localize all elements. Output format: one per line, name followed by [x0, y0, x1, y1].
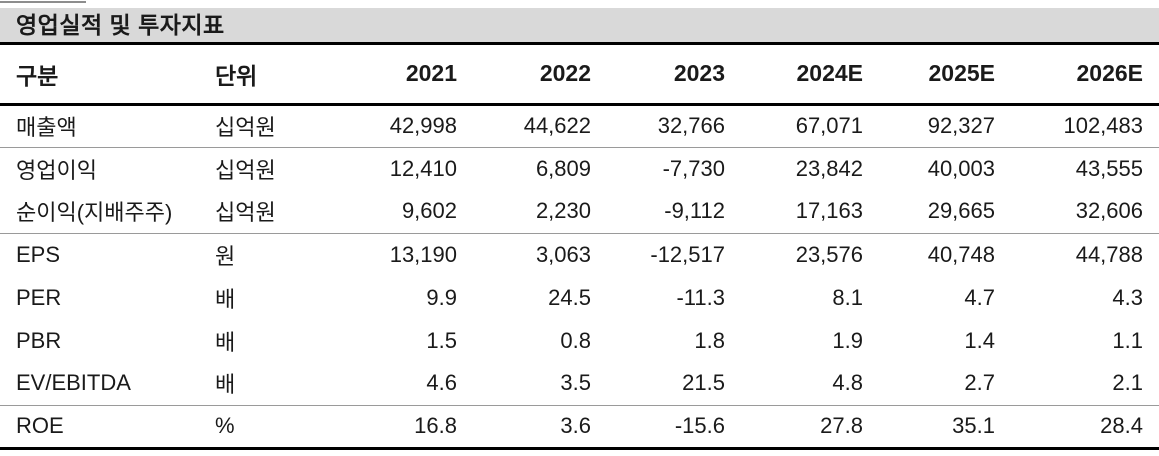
value-cell: 1.4: [964, 327, 995, 353]
value-cell: 40,003: [927, 155, 995, 181]
value-cell: -15.6: [674, 413, 725, 438]
value-cell: 3,063: [535, 241, 591, 267]
value-cell: 4.8: [832, 370, 863, 396]
table-title-bar: 영업실적 및 투자지표: [0, 8, 1159, 45]
unit-cell: 배: [215, 329, 236, 355]
value-cell: 1.5: [426, 327, 457, 353]
table-row-roe: ROE % 16.8 3.6 -15.6 27.8 35.1 28.4: [0, 405, 1159, 448]
row-label: 매출액: [16, 115, 77, 140]
value-cell: 4.3: [1112, 284, 1143, 310]
row-label: EV/EBITDA: [16, 370, 131, 396]
value-cell: 44,788: [1075, 241, 1143, 267]
value-cell: 40,748: [927, 241, 995, 267]
table-row-eps: EPS 원 13,190 3,063 -12,517 23,576 40,748…: [0, 233, 1159, 276]
value-cell: -7,730: [662, 155, 725, 181]
row-label: PBR: [16, 327, 62, 353]
value-cell: 12,410: [389, 155, 457, 181]
unit-cell: 십억원: [215, 200, 276, 226]
value-cell: 4.7: [964, 284, 995, 310]
unit-cell: 십억원: [215, 115, 276, 140]
value-cell: -12,517: [650, 241, 725, 267]
table-row-net-profit: 순이익(지배주주) 십억원 9,602 2,230 -9,112 17,163 …: [0, 190, 1159, 233]
table-row-revenue: 매출액 십억원 42,998 44,622 32,766 67,071 92,3…: [0, 104, 1159, 147]
value-cell: 28.4: [1100, 413, 1143, 438]
value-cell: 9.9: [426, 284, 457, 310]
table-title: 영업실적 및 투자지표: [16, 12, 225, 38]
col-header-category: 구분: [16, 62, 59, 89]
value-cell: 67,071: [795, 113, 863, 138]
value-cell: 102,483: [1063, 113, 1143, 138]
header-row: 구분 단위 2021 2022 2023 2024E 2025E 2026E: [0, 45, 1159, 104]
col-header-2022: 2022: [539, 60, 591, 87]
row-label: 영업이익: [16, 157, 97, 183]
top-left-crop-artifact: [0, 1, 86, 3]
value-cell: 13,190: [389, 241, 457, 267]
unit-cell: 배: [215, 372, 236, 398]
table-row-operating-profit: 영업이익 십억원 12,410 6,809 -7,730 23,842 40,0…: [0, 147, 1159, 190]
value-cell: -11.3: [676, 284, 725, 310]
col-header-2025e: 2025E: [928, 60, 995, 87]
value-cell: 92,327: [927, 113, 995, 138]
value-cell: 24.5: [548, 284, 591, 310]
financial-metrics-table: 구분 단위 2021 2022 2023 2024E 2025E 2026E 매…: [0, 45, 1159, 450]
value-cell: 21.5: [682, 370, 725, 396]
value-cell: 4.6: [426, 370, 457, 396]
col-header-2024e: 2024E: [796, 60, 863, 87]
unit-cell: 배: [215, 286, 236, 312]
value-cell: 32,606: [1075, 198, 1143, 224]
row-label: ROE: [16, 413, 64, 438]
row-label: PER: [16, 284, 62, 310]
table-row-per: PER 배 9.9 24.5 -11.3 8.1 4.7 4.3: [0, 276, 1159, 319]
value-cell: 0.8: [560, 327, 591, 353]
value-cell: 9,602: [401, 198, 457, 224]
col-header-2023: 2023: [673, 60, 725, 87]
value-cell: 42,998: [389, 113, 457, 138]
row-label: 순이익(지배주주): [16, 200, 173, 226]
value-cell: 3.5: [560, 370, 591, 396]
value-cell: -9,112: [664, 198, 725, 224]
row-label: EPS: [16, 241, 61, 267]
table-row-ev-ebitda: EV/EBITDA 배 4.6 3.5 21.5 4.8 2.7 2.1: [0, 362, 1159, 405]
unit-cell: 십억원: [215, 157, 276, 183]
value-cell: 16.8: [414, 413, 457, 438]
value-cell: 29,665: [927, 198, 995, 224]
value-cell: 44,622: [523, 113, 591, 138]
table-row-pbr: PBR 배 1.5 0.8 1.8 1.9 1.4 1.1: [0, 319, 1159, 362]
value-cell: 8.1: [832, 284, 863, 310]
value-cell: 23,842: [795, 155, 863, 181]
value-cell: 2,230: [535, 198, 591, 224]
col-header-2026e: 2026E: [1076, 60, 1143, 87]
value-cell: 27.8: [820, 413, 863, 438]
value-cell: 3.6: [560, 413, 591, 438]
col-header-unit: 단위: [215, 62, 258, 89]
value-cell: 17,163: [795, 198, 863, 224]
value-cell: 23,576: [795, 241, 863, 267]
value-cell: 2.1: [1112, 370, 1143, 396]
value-cell: 35.1: [952, 413, 995, 438]
value-cell: 32,766: [657, 113, 725, 138]
unit-cell: 원: [215, 243, 236, 269]
col-header-2021: 2021: [405, 60, 457, 87]
unit-cell: %: [215, 413, 235, 438]
value-cell: 1.9: [832, 327, 863, 353]
value-cell: 6,809: [535, 155, 591, 181]
value-cell: 43,555: [1075, 155, 1143, 181]
value-cell: 2.7: [964, 370, 995, 396]
value-cell: 1.1: [1112, 327, 1143, 353]
value-cell: 1.8: [694, 327, 725, 353]
